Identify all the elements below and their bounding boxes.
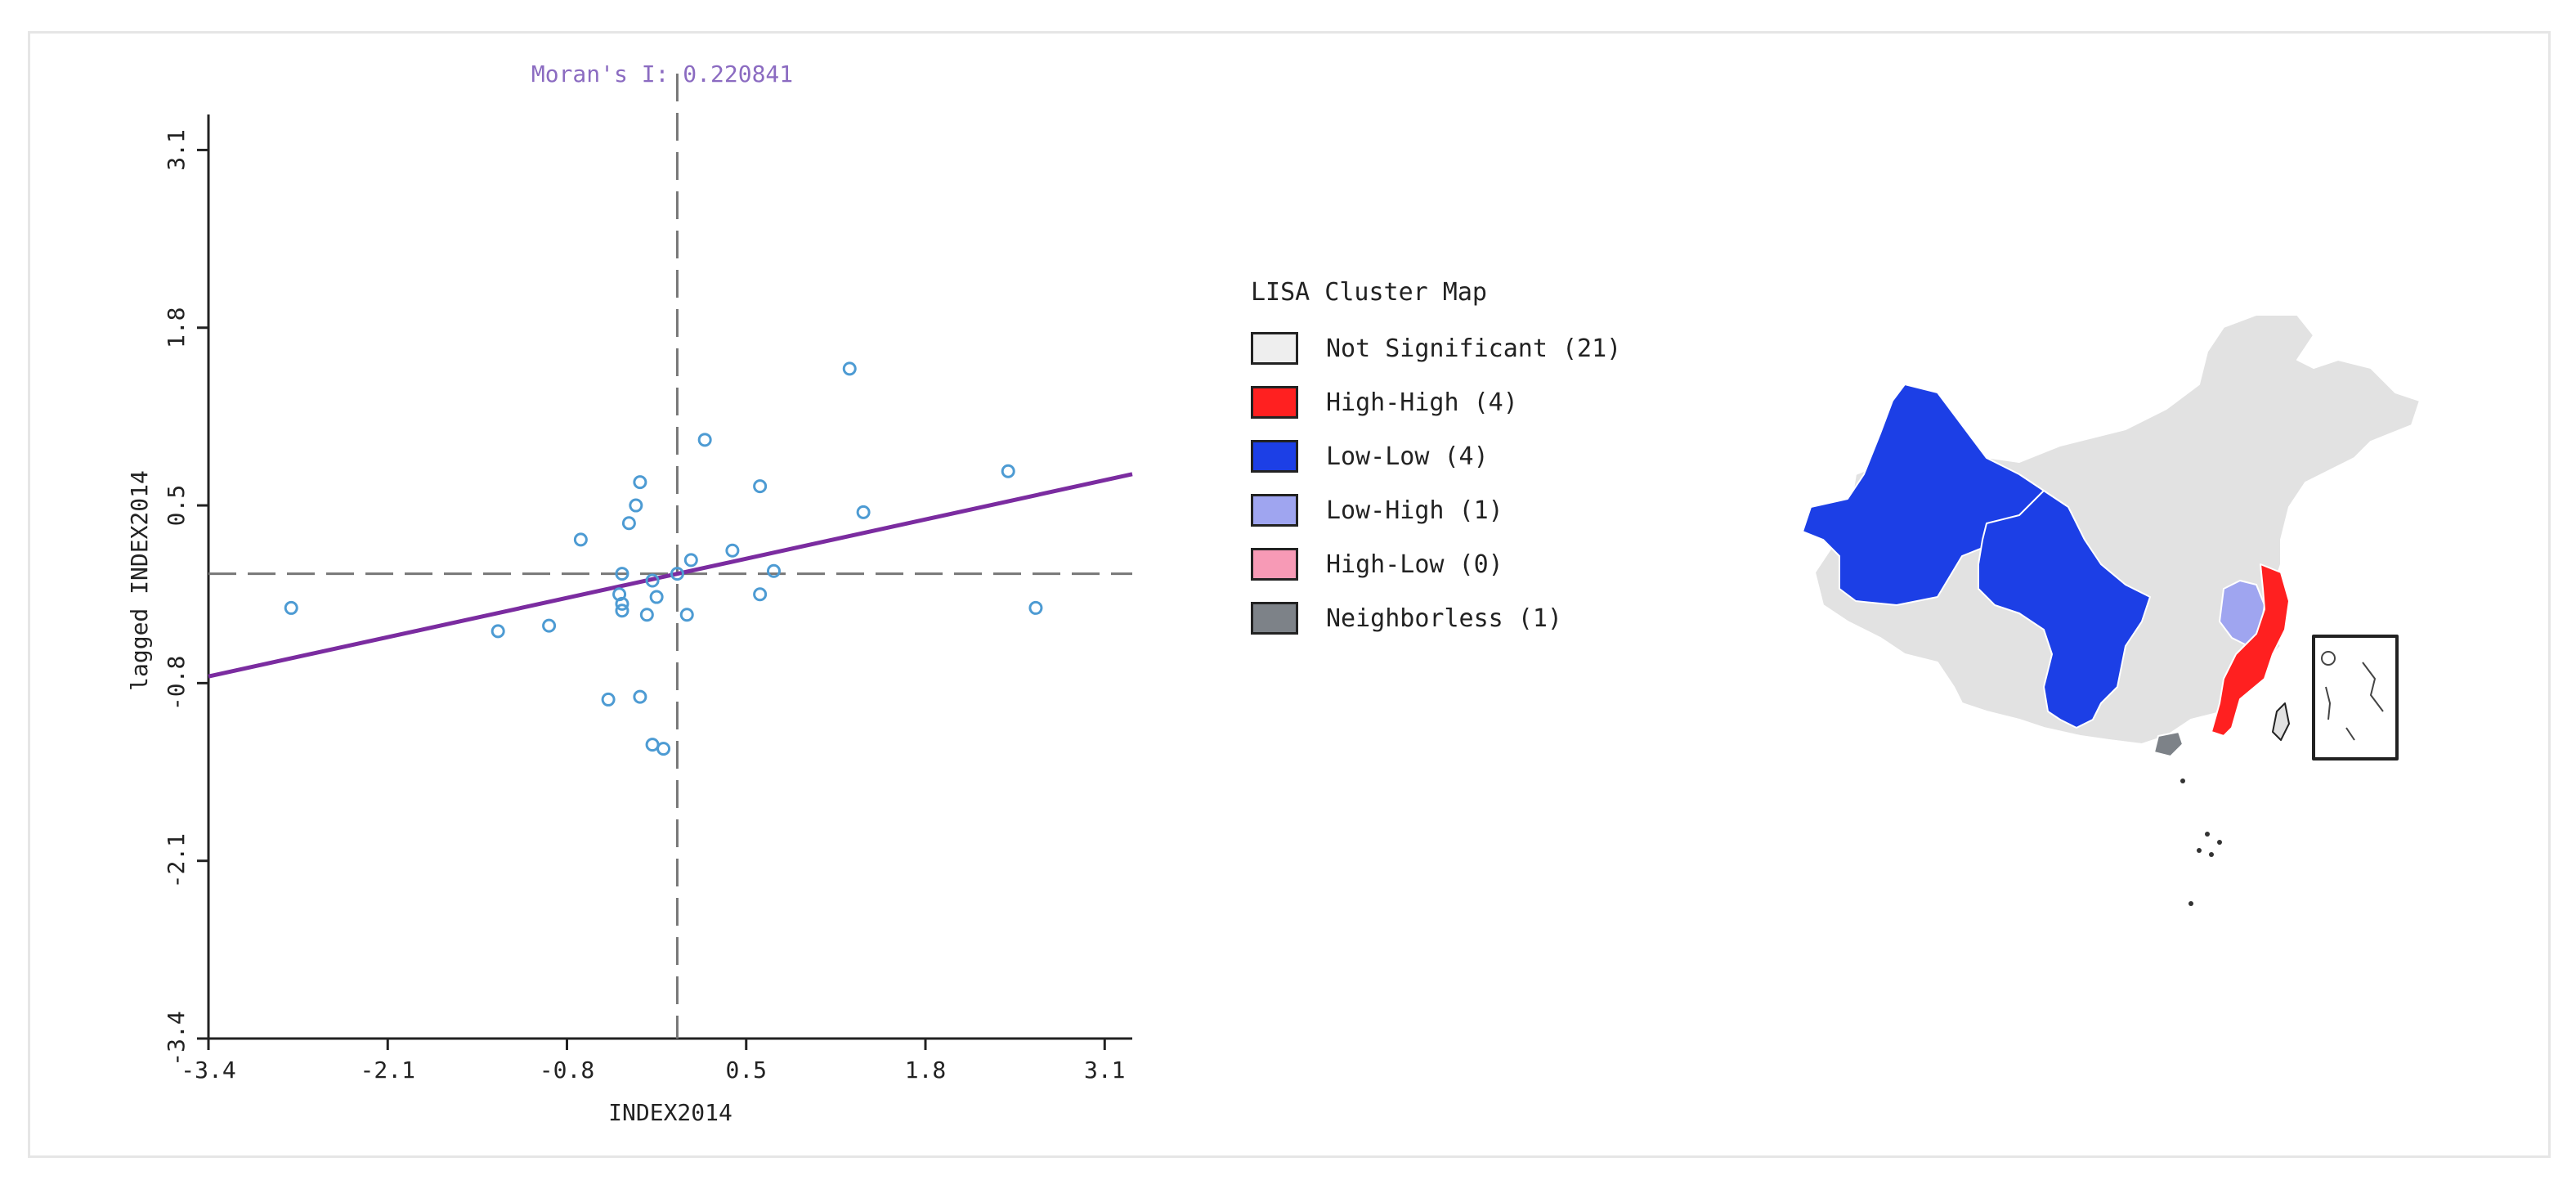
legend-item-high-high: High-High (4) — [1251, 375, 1621, 429]
legend-item-neighborless: Neighborless (1) — [1251, 591, 1621, 645]
data-point — [656, 742, 671, 756]
data-point — [629, 498, 643, 513]
legend-item-not-significant: Not Significant (21) — [1251, 321, 1621, 375]
data-point — [573, 532, 588, 547]
data-point — [491, 624, 505, 639]
y-tick-label: 1.8 — [163, 307, 190, 348]
y-tick-label: 0.5 — [163, 485, 190, 527]
y-tick-label: -2.1 — [163, 833, 190, 888]
data-point — [697, 433, 712, 447]
lisa-legend: LISA Cluster Map Not Significant (21) Hi… — [1251, 278, 1621, 645]
data-point — [284, 600, 298, 615]
data-point — [615, 596, 629, 611]
legend-swatch — [1251, 548, 1298, 581]
x-tick-label: 1.8 — [905, 1057, 947, 1084]
data-point — [639, 608, 654, 622]
data-point — [725, 543, 740, 558]
legend-swatch — [1251, 440, 1298, 473]
data-point — [753, 587, 768, 602]
data-point — [633, 689, 647, 704]
x-axis-label: INDEX2014 — [608, 1099, 732, 1126]
data-point — [621, 516, 636, 531]
data-point — [753, 479, 768, 494]
legend-title: LISA Cluster Map — [1251, 278, 1487, 307]
y-axis-label: lagged INDEX2014 — [126, 470, 153, 691]
legend-label: High-High (4) — [1326, 388, 1518, 417]
data-point — [1001, 464, 1015, 478]
x-tick-label: 3.1 — [1084, 1057, 1126, 1084]
x-tick-label: -0.8 — [540, 1057, 594, 1084]
legend-swatch — [1251, 332, 1298, 365]
chart-title: Moran's I: 0.220841 — [531, 61, 793, 87]
legend-item-high-low: High-Low (0) — [1251, 537, 1621, 591]
data-point — [649, 590, 664, 604]
legend-label: Not Significant (21) — [1326, 334, 1622, 363]
legend-swatch — [1251, 494, 1298, 527]
data-point — [615, 567, 629, 581]
data-point — [1028, 600, 1043, 615]
data-point — [601, 692, 616, 707]
data-point — [615, 603, 629, 618]
data-point — [645, 738, 660, 752]
y-tick-label: 3.1 — [163, 129, 190, 171]
legend-label: Low-Low (4) — [1326, 442, 1489, 471]
data-point — [766, 563, 781, 578]
legend-label: Neighborless (1) — [1326, 603, 1562, 633]
legend-swatch — [1251, 602, 1298, 635]
data-point — [645, 573, 660, 588]
y-tick-label: -0.8 — [163, 656, 190, 711]
data-point — [856, 505, 871, 519]
data-point — [633, 475, 647, 490]
data-point — [842, 361, 857, 376]
legend-item-low-high: Low-High (1) — [1251, 483, 1621, 537]
legend-item-low-low: Low-Low (4) — [1251, 429, 1621, 483]
y-tick-label: -3.4 — [163, 1011, 190, 1066]
x-tick-label: -3.4 — [181, 1057, 235, 1084]
data-point — [542, 618, 557, 633]
legend-swatch — [1251, 386, 1298, 419]
legend-label: High-Low (0) — [1326, 550, 1503, 579]
legend-label: Low-High (1) — [1326, 496, 1503, 525]
x-tick-label: 0.5 — [725, 1057, 767, 1084]
data-point — [679, 608, 694, 622]
x-tick-label: -2.1 — [361, 1057, 415, 1084]
data-point — [670, 567, 684, 581]
regression-line — [208, 472, 1133, 679]
data-point — [683, 553, 698, 568]
